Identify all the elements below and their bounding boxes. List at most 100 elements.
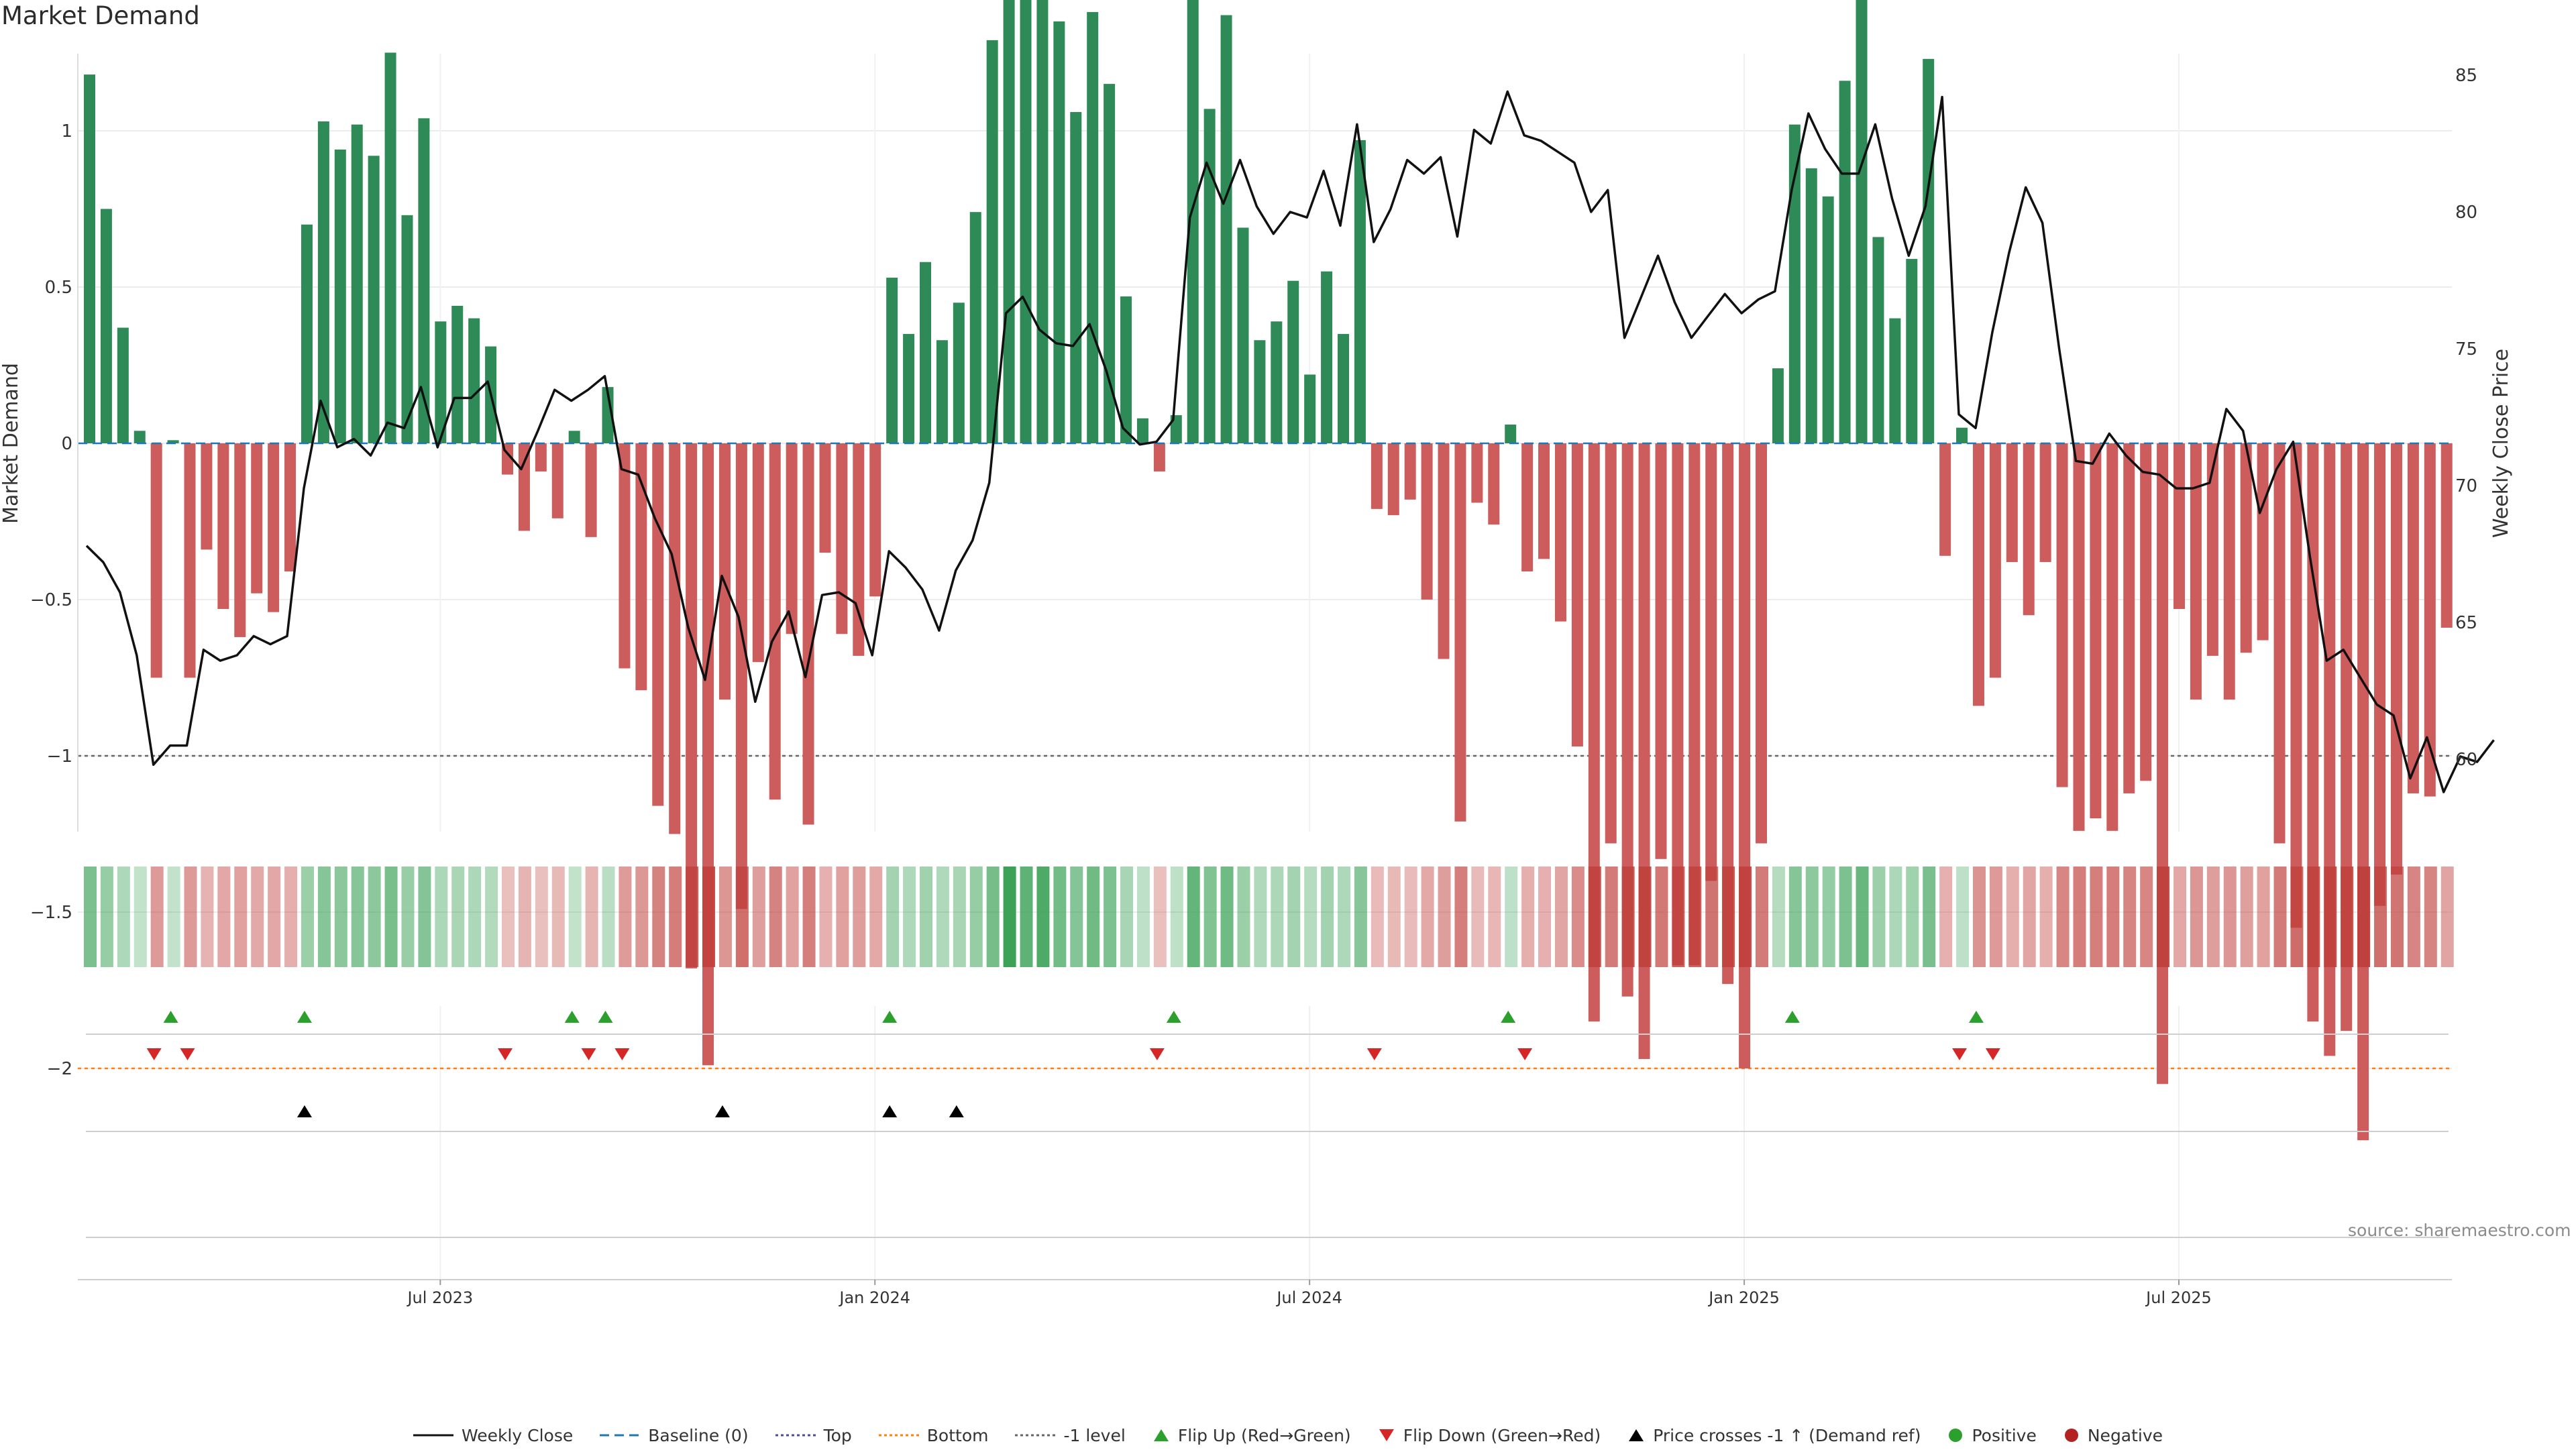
heat-cell-negative: [1404, 867, 1417, 967]
bar-positive: [1956, 427, 1968, 443]
bar-negative: [1939, 443, 1951, 556]
heat-cell-negative: [2023, 867, 2036, 967]
bar-negative: [869, 443, 881, 597]
bar-positive: [1136, 418, 1148, 443]
bar-positive: [1839, 80, 1851, 443]
flip-up-marker: [163, 1011, 178, 1023]
legend: Weekly Close Baseline (0) Top Bottom -1 …: [0, 1420, 2576, 1450]
bar-negative: [2390, 443, 2402, 875]
legend-weekly-close-swatch: [413, 1434, 453, 1437]
flip-up-marker: [1784, 1011, 1800, 1023]
heat-cell-positive: [1271, 867, 1284, 967]
flip-down-marker: [146, 1048, 162, 1060]
flip-up-marker: [564, 1011, 580, 1023]
bar-negative: [1421, 443, 1433, 600]
bar-positive: [1788, 124, 1801, 443]
weekly-close-line: [85, 90, 2495, 793]
heat-cell-positive: [886, 867, 900, 967]
heat-cell-negative: [819, 867, 833, 967]
heat-cell-negative: [1387, 867, 1401, 967]
heat-cell-positive: [1053, 867, 1067, 967]
y-tick-label: −1.5: [30, 903, 72, 923]
heat-cell-negative: [1538, 867, 1552, 967]
heat-cell-negative: [2324, 867, 2337, 967]
heat-cell-positive: [1237, 867, 1250, 967]
chart-title: Market Demand: [1, 1, 200, 30]
heat-cell-negative: [686, 867, 699, 967]
bar-positive: [1505, 425, 1517, 443]
heat-cell-negative: [2174, 867, 2186, 967]
bar-negative: [1554, 443, 1566, 622]
bar-negative: [551, 443, 564, 518]
bar-positive: [1338, 333, 1349, 443]
heat-cell-positive: [1956, 867, 1970, 967]
bar-negative: [2374, 443, 2386, 906]
bar-negative: [1756, 443, 1767, 844]
bar-negative: [2174, 443, 2185, 609]
heat-cell-negative: [702, 867, 716, 967]
bar-negative: [652, 443, 664, 806]
flip-up-marker: [598, 1011, 613, 1023]
flip-down-marker: [1952, 1048, 1968, 1060]
heat-cell-negative: [735, 867, 749, 967]
bar-negative: [2273, 443, 2286, 844]
heat-cell-negative: [786, 867, 799, 967]
heat-cell-negative: [1972, 867, 1986, 967]
bar-negative: [2440, 443, 2453, 628]
heat-cell-negative: [535, 867, 548, 967]
heat-cell-negative: [2290, 867, 2304, 967]
bar-positive: [401, 215, 413, 443]
heat-cell-positive: [1020, 867, 1033, 967]
heat-cell-negative: [669, 867, 682, 967]
heat-cell-positive: [969, 867, 983, 967]
heat-cell-positive: [1304, 867, 1318, 967]
bar-negative: [2157, 443, 2169, 1084]
heat-cell-negative: [652, 867, 665, 967]
heat-cell-positive: [418, 867, 431, 967]
legend-label: Flip Down (Green→Red): [1403, 1425, 1601, 1445]
bar-positive: [133, 431, 146, 443]
bar-negative: [234, 443, 246, 637]
heat-cell-negative: [1621, 867, 1635, 967]
bar-negative: [1571, 443, 1583, 747]
flip-up-marker: [1166, 1011, 1181, 1023]
x-tick-label: Jan 2025: [1707, 1288, 1780, 1307]
heat-cell-negative: [2307, 867, 2320, 967]
bar-positive: [969, 212, 981, 443]
bar-positive: [1287, 280, 1299, 443]
heat-cell-negative: [2374, 867, 2387, 967]
bar-negative: [1672, 443, 1684, 966]
bar-positive: [1053, 21, 1065, 443]
heat-cell-negative: [635, 867, 649, 967]
heat-cell-negative: [869, 867, 883, 967]
heat-cell-positive: [451, 867, 465, 967]
heat-cell-negative: [268, 867, 281, 967]
heat-cell-positive: [368, 867, 381, 967]
bar-negative: [802, 443, 814, 825]
heat-cell-positive: [1220, 867, 1234, 967]
bar-positive: [1220, 15, 1232, 443]
y-axis-label: Market Demand: [0, 363, 23, 524]
bar-positive: [1237, 227, 1249, 443]
legend-label: Negative: [2087, 1425, 2163, 1445]
heat-cell-negative: [2140, 867, 2153, 967]
bar-negative: [184, 443, 196, 678]
x-tick-label: Jan 2024: [838, 1288, 910, 1307]
heat-cell-negative: [853, 867, 866, 967]
heat-cell-positive: [167, 867, 180, 967]
bar-positive: [1856, 0, 1868, 444]
legend-label: Flip Up (Red→Green): [1177, 1425, 1351, 1445]
bar-positive: [1906, 259, 1918, 443]
heat-cell-positive: [1338, 867, 1350, 967]
y2-axis-label: Weekly Close Price: [2489, 349, 2513, 538]
legend-cross: Price crosses -1 ↑ (Demand ref): [1627, 1426, 1921, 1445]
demand-bars: [78, 0, 2453, 1141]
bar-negative: [518, 443, 530, 531]
bar-positive: [1254, 340, 1266, 443]
bar-negative: [1739, 443, 1751, 1068]
bar-negative: [2240, 443, 2252, 653]
bar-negative: [635, 443, 647, 691]
bar-negative: [217, 443, 229, 609]
heat-cell-positive: [1036, 867, 1050, 967]
bar-positive: [1889, 318, 1901, 443]
